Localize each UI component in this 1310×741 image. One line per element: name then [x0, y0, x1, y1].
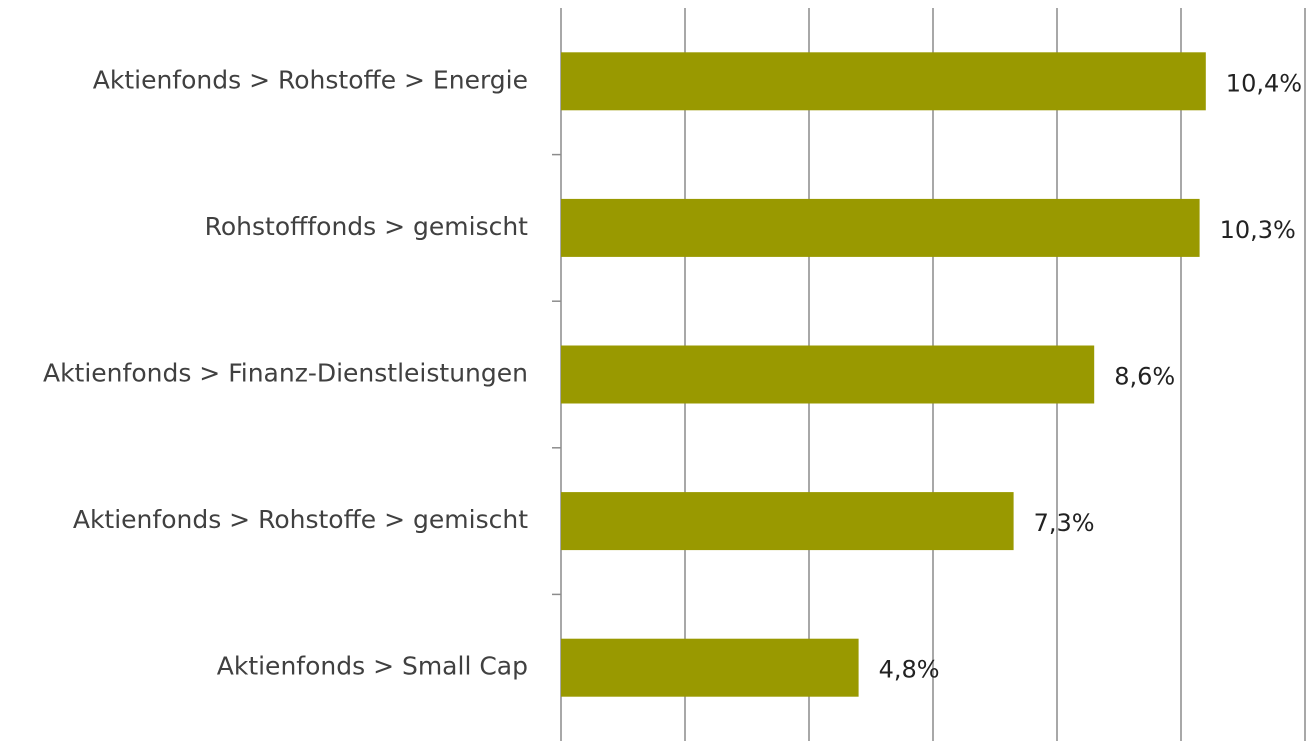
y-tick-label: Aktienfonds > Finanz-Dienstleistungen — [43, 359, 528, 388]
y-tick-label: Aktienfonds > Rohstoffe > Energie — [93, 65, 528, 94]
y-tick-label: Aktienfonds > Rohstoffe > gemischt — [73, 505, 528, 534]
bar — [561, 492, 1014, 551]
y-tick-label: Rohstofffonds > gemischt — [205, 212, 529, 241]
y-tick-label: Aktienfonds > Small Cap — [217, 652, 528, 681]
value-label: 10,3% — [1220, 216, 1296, 244]
bar — [561, 52, 1206, 111]
bar — [561, 198, 1200, 257]
bar — [561, 345, 1095, 404]
value-label: 7,3% — [1034, 509, 1095, 537]
value-label: 8,6% — [1114, 363, 1175, 391]
bar — [561, 638, 859, 697]
value-label: 10,4% — [1226, 69, 1302, 97]
value-label: 4,8% — [879, 656, 940, 684]
